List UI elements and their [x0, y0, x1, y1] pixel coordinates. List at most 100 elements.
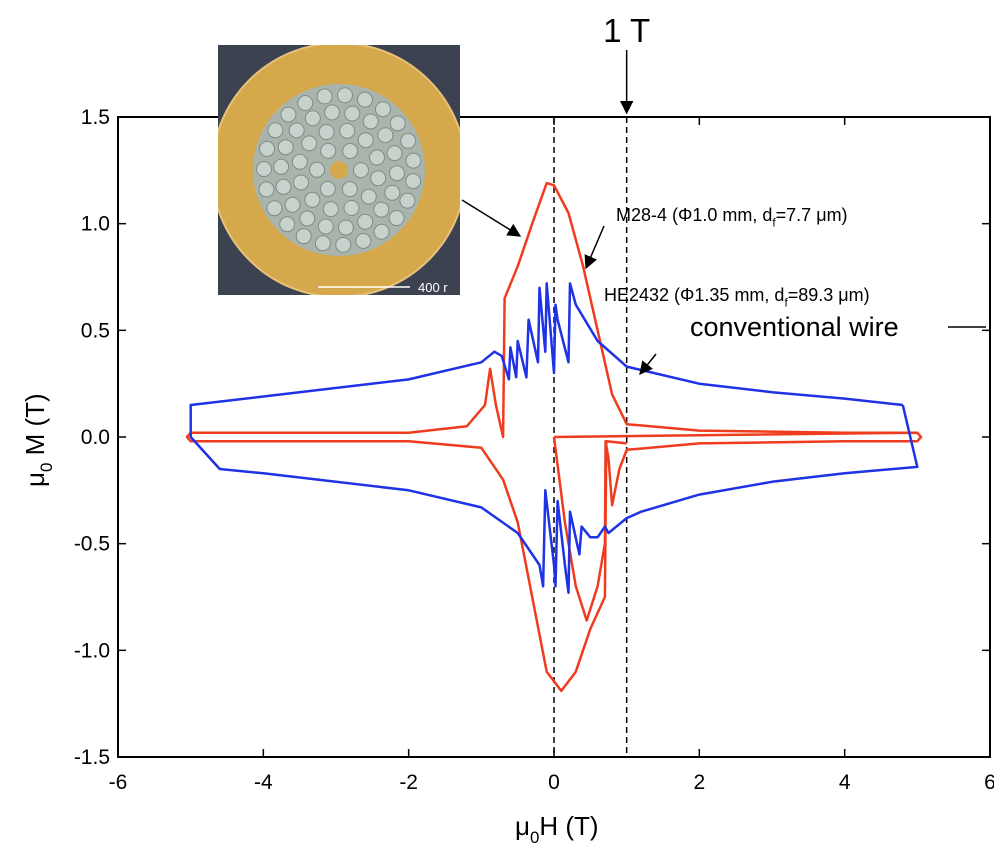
- filament: [291, 153, 308, 170]
- filament: [356, 91, 373, 108]
- filament: [314, 235, 331, 252]
- filament: [343, 200, 360, 217]
- y-tick-label: 0.0: [81, 426, 110, 449]
- filament: [277, 139, 294, 156]
- arrow: [584, 225, 605, 270]
- series-label: M28-4 (Φ1.0 mm, df=7.7 μm): [616, 205, 848, 229]
- annotation: conventional wire: [690, 312, 899, 342]
- filament: [299, 210, 316, 227]
- filament: [374, 101, 391, 118]
- filament: [301, 135, 318, 152]
- filament: [342, 143, 359, 160]
- filament: [304, 191, 321, 208]
- filament: [275, 178, 292, 195]
- filament: [405, 152, 422, 169]
- text-part: M (T): [20, 393, 50, 462]
- filament: [341, 181, 358, 198]
- filament: [370, 170, 387, 187]
- text-part: =7.7 μm): [776, 205, 848, 225]
- x-tick-label: -2: [399, 771, 418, 794]
- filament: [362, 113, 379, 130]
- filament: [317, 218, 334, 235]
- text-part: f: [772, 216, 776, 229]
- inset-photo: 400 r: [218, 45, 460, 295]
- filament: [316, 88, 333, 105]
- plot-frame: [117, 116, 991, 758]
- filament: [258, 181, 275, 198]
- filament: [357, 132, 374, 149]
- x-tick-label: -4: [254, 771, 273, 794]
- x-tick-label: -6: [109, 771, 128, 794]
- filament: [352, 162, 369, 179]
- filament: [280, 106, 297, 123]
- filament: [386, 145, 403, 162]
- filament: [318, 123, 335, 140]
- filament: [373, 223, 390, 240]
- filament: [357, 213, 374, 230]
- x-tick-label: 2: [693, 771, 705, 794]
- filament: [336, 87, 353, 104]
- filament: [388, 210, 405, 227]
- y-tick-label: -1.0: [74, 639, 110, 662]
- filament: [295, 228, 312, 245]
- filament: [279, 216, 296, 233]
- filament: [320, 142, 337, 159]
- filament: [335, 236, 352, 253]
- filament: [319, 180, 336, 197]
- filament: [373, 201, 390, 218]
- filament: [292, 174, 309, 191]
- arrow: [461, 199, 522, 237]
- filament: [324, 104, 341, 121]
- filament: [322, 201, 339, 218]
- y-tick-label: 0.5: [81, 319, 110, 342]
- text-part: μ: [20, 472, 50, 487]
- arrow: [639, 353, 657, 376]
- scale-label: 400 r: [418, 280, 448, 295]
- y-tick-label: -0.5: [74, 533, 110, 556]
- filament: [400, 132, 417, 149]
- filament: [259, 140, 276, 157]
- filament: [384, 184, 401, 201]
- x-tick-label: 4: [839, 771, 851, 794]
- filament: [344, 105, 361, 122]
- x-tick-label: 0: [548, 771, 560, 794]
- filament: [284, 196, 301, 213]
- filament: [309, 161, 326, 178]
- filament: [369, 149, 386, 166]
- field-label: 1 T: [603, 12, 650, 49]
- filament: [389, 115, 406, 132]
- series-label: HE2432 (Φ1.35 mm, df=89.3 μm): [604, 285, 870, 309]
- text-part: H (T): [539, 811, 598, 841]
- filament: [256, 161, 273, 178]
- filament: [297, 95, 314, 112]
- filament: [377, 127, 394, 144]
- y-tick-label: 1.0: [81, 213, 110, 236]
- text-part: 0: [37, 463, 56, 472]
- text-part: f: [784, 296, 788, 309]
- y-tick-label: 1.5: [81, 106, 110, 129]
- y-axis-label: μ0 M (T): [20, 393, 56, 487]
- x-tick-label: 6: [984, 771, 994, 794]
- filament: [355, 232, 372, 249]
- filament: [399, 192, 416, 209]
- y-tick-label: -1.5: [74, 746, 110, 769]
- filament: [337, 219, 354, 236]
- series-line: [189, 282, 919, 594]
- filament: [388, 165, 405, 182]
- text-part: =89.3 μm): [788, 285, 870, 305]
- filament: [360, 188, 377, 205]
- filament: [273, 158, 290, 175]
- series-line: [185, 181, 923, 693]
- filament: [304, 110, 321, 127]
- x-axis-label: μ0H (T): [515, 811, 599, 847]
- text-part: HE2432 (Φ1.35 mm, d: [604, 285, 784, 305]
- filament: [266, 200, 283, 217]
- filament: [267, 122, 284, 139]
- filament: [405, 173, 422, 190]
- filament: [288, 122, 305, 139]
- filament: [339, 122, 356, 139]
- text-part: 0: [530, 828, 539, 847]
- text-part: M28-4 (Φ1.0 mm, d: [616, 205, 772, 225]
